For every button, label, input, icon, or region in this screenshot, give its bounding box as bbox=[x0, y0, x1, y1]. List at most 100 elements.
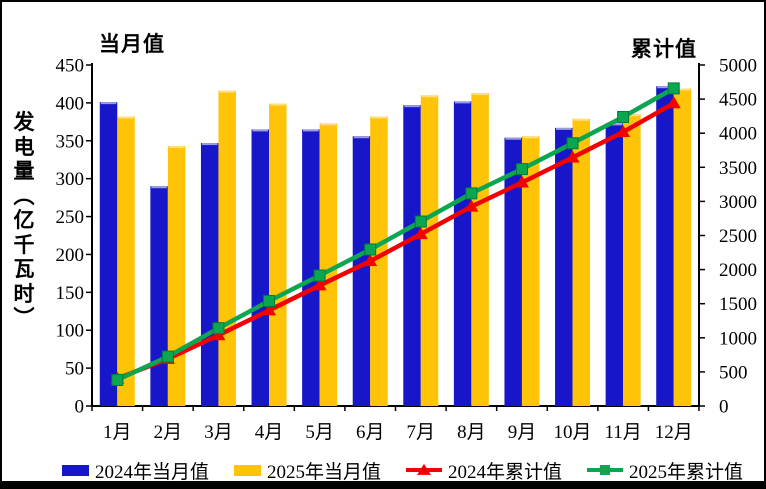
marker-square-2025 bbox=[617, 110, 630, 123]
bottom-border-bar bbox=[2, 481, 764, 487]
right-axis-tick-label: 2000 bbox=[719, 260, 757, 281]
legend-label-2024-monthly: 2024年当月值 bbox=[95, 461, 210, 483]
bar-2024-monthly bbox=[302, 129, 320, 406]
marker-square-2025 bbox=[212, 322, 225, 335]
x-axis-label: 3月 bbox=[204, 422, 233, 443]
legend-item-2024-cumulative: 2024年累计值 bbox=[406, 457, 562, 484]
x-axis-label: 6月 bbox=[356, 422, 385, 443]
marker-triangle-2024 bbox=[211, 328, 226, 341]
x-axis-label: 9月 bbox=[508, 422, 537, 443]
x-axis-label: 12月 bbox=[655, 422, 693, 443]
marker-triangle-2024 bbox=[565, 150, 580, 163]
right-axis-tick-label: 2500 bbox=[719, 226, 757, 247]
marker-square-2025 bbox=[667, 82, 680, 95]
marker-square-2025 bbox=[263, 294, 276, 307]
square-marker-icon bbox=[600, 465, 611, 475]
y-axis-title-char: ︶ bbox=[13, 306, 35, 330]
bar-2024-monthly bbox=[656, 86, 674, 407]
marker-square-2025 bbox=[364, 243, 377, 256]
y-axis-title-char: 发 bbox=[13, 110, 35, 134]
right-axis-tick-label: 0 bbox=[719, 397, 729, 418]
bar-2024-monthly bbox=[403, 105, 421, 406]
marker-square-2025 bbox=[111, 373, 124, 386]
right-axis-tick-label: 500 bbox=[719, 362, 748, 383]
bar-2024-monthly bbox=[99, 102, 118, 407]
bar-2025-monthly bbox=[572, 118, 591, 407]
bar-2024-monthly bbox=[200, 143, 219, 406]
left-axis-tick-label: 200 bbox=[56, 245, 85, 266]
x-axis-label: 5月 bbox=[305, 422, 334, 443]
bar-2025-monthly bbox=[673, 88, 692, 406]
y-axis-title-char: 电 bbox=[13, 134, 35, 159]
legend-item-2024-monthly: 2024年当月值 bbox=[62, 457, 209, 484]
marker-square-2025 bbox=[465, 187, 478, 200]
left-axis-tick-label: 400 bbox=[56, 93, 85, 114]
legend-swatch-green-line-square-icon bbox=[587, 465, 624, 475]
marker-triangle-2024 bbox=[413, 227, 428, 240]
legend-label-2025-monthly: 2025年当月值 bbox=[267, 461, 382, 483]
x-axis-label: 4月 bbox=[255, 422, 284, 443]
right-axis-tick-label: 1500 bbox=[719, 294, 757, 315]
bar-2025-monthly bbox=[269, 103, 287, 406]
legend-item-2025-monthly: 2025年当月值 bbox=[234, 457, 381, 484]
legend-item-2025-cumulative: 2025年累计值 bbox=[587, 457, 743, 484]
y-axis-title-char: 时 bbox=[13, 281, 35, 306]
x-axis-label: 2月 bbox=[154, 422, 183, 443]
marker-square-2025 bbox=[161, 350, 174, 363]
bar-2025-monthly bbox=[623, 114, 641, 406]
x-axis-label: 8月 bbox=[457, 422, 486, 443]
legend-label-2025-cumulative: 2025年累计值 bbox=[629, 461, 744, 483]
bar-2025-monthly bbox=[117, 116, 135, 406]
bar-2025-monthly bbox=[471, 93, 489, 406]
bar-2024-monthly bbox=[352, 136, 371, 406]
marker-triangle-2024 bbox=[514, 175, 529, 188]
left-axis-tick-label: 0 bbox=[75, 397, 85, 418]
left-axis-tick-label: 450 bbox=[56, 56, 85, 77]
left-axis-tick-label: 250 bbox=[56, 207, 85, 228]
marker-triangle-2024 bbox=[363, 254, 378, 267]
marker-triangle-2024 bbox=[616, 125, 631, 138]
marker-triangle-2024 bbox=[312, 278, 327, 291]
x-axis-label: 11月 bbox=[604, 422, 641, 443]
right-axis-tick-label: 4000 bbox=[719, 124, 757, 145]
legend-swatch-blue-bar-icon bbox=[62, 464, 89, 476]
left-axis-tick-label: 350 bbox=[56, 131, 85, 152]
bar-2024-monthly bbox=[605, 123, 624, 407]
right-axis-tick-label: 3500 bbox=[719, 158, 757, 179]
bar-2024-monthly bbox=[251, 129, 270, 406]
right-axis-tick-label: 5000 bbox=[719, 56, 757, 77]
bar-2025-monthly bbox=[521, 136, 540, 406]
marker-square-2025 bbox=[414, 215, 427, 228]
legend-swatch-yellow-bar-icon bbox=[234, 464, 262, 476]
legend: 2024年当月值 2025年当月值 2024年累计值 2025年累计值 bbox=[62, 457, 743, 483]
x-axis-label: 7月 bbox=[407, 422, 436, 443]
line-2025-cumulative bbox=[116, 86, 675, 382]
bar-2025-monthly bbox=[218, 90, 236, 407]
marker-square-2025 bbox=[566, 137, 579, 150]
bar-2024-monthly bbox=[504, 137, 522, 406]
marker-triangle-2024 bbox=[464, 199, 479, 212]
marker-triangle-2024 bbox=[666, 96, 681, 109]
right-axis-tick-label: 4500 bbox=[719, 90, 757, 111]
bar-2025-monthly bbox=[319, 123, 338, 407]
y-axis-title-char: ︵ bbox=[13, 183, 35, 208]
y-axis-title-char: 亿 bbox=[13, 208, 35, 232]
left-axis-tick-label: 300 bbox=[56, 169, 85, 190]
bar-2025-monthly bbox=[370, 116, 388, 406]
triangle-marker-icon bbox=[417, 463, 432, 475]
legend-swatch-red-line-triangle-icon bbox=[406, 463, 443, 475]
marker-square-2025 bbox=[313, 269, 326, 282]
line-2024-cumulative bbox=[116, 101, 675, 381]
bar-2024-monthly bbox=[555, 127, 573, 406]
bar-2025-monthly bbox=[167, 146, 186, 407]
bar-2024-monthly bbox=[150, 186, 168, 406]
y-axis-title-char: 瓦 bbox=[13, 257, 35, 281]
marker-triangle-2024 bbox=[262, 303, 277, 316]
x-axis-label: 1月 bbox=[103, 422, 132, 443]
bar-2025-monthly bbox=[420, 95, 439, 407]
marker-square-2025 bbox=[515, 163, 528, 176]
right-axis-tick-label: 1000 bbox=[719, 328, 757, 349]
left-axis-corner-title: 当月值 bbox=[99, 32, 165, 56]
